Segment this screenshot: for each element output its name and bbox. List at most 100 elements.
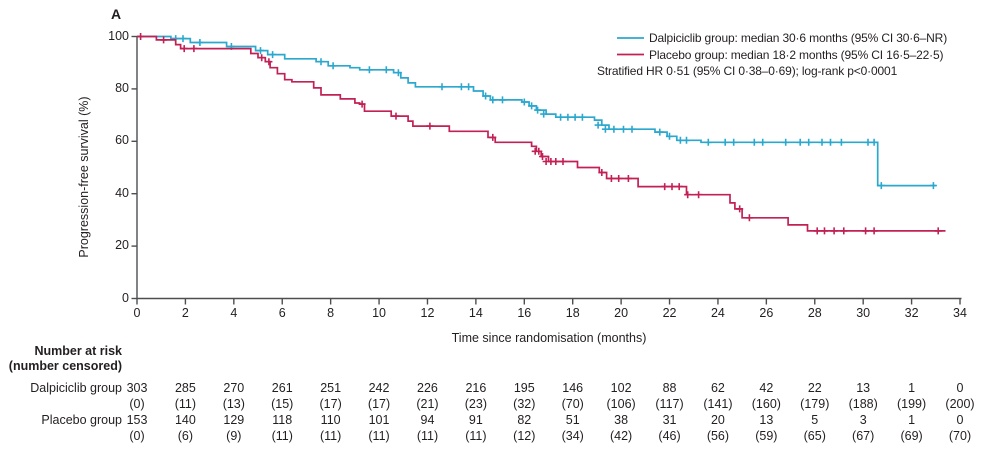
- x-tick-label: 28: [807, 306, 822, 320]
- censored-count-placebo: (69): [900, 429, 923, 443]
- risk-count-dalpiciclib: 242: [368, 381, 390, 395]
- censored-count-dalpiciclib: (15): [271, 397, 294, 411]
- x-tick-label: 8: [327, 306, 335, 320]
- risk-count-dalpiciclib: 285: [174, 381, 196, 395]
- censored-count-dalpiciclib: (200): [945, 397, 975, 411]
- risk-count-dalpiciclib: 62: [710, 381, 725, 395]
- legend-stratified-hr-note: Stratified HR 0·51 (95% CI 0·38–0·69); l…: [597, 64, 898, 78]
- risk-count-placebo: 5: [811, 413, 819, 427]
- censored-count-placebo: (11): [465, 429, 487, 443]
- censor-marks-placebo: [137, 33, 942, 235]
- risk-count-placebo: 31: [662, 413, 677, 427]
- x-tick-label: 22: [662, 306, 677, 320]
- risk-count-dalpiciclib: 261: [271, 381, 293, 395]
- risk-count-placebo: 1: [908, 413, 916, 427]
- risk-count-dalpiciclib: 251: [320, 381, 342, 395]
- censored-count-dalpiciclib: (0): [129, 397, 145, 411]
- censored-count-placebo: (67): [852, 429, 875, 443]
- x-tick-label: 30: [856, 306, 871, 320]
- censored-count-dalpiciclib: (179): [800, 397, 830, 411]
- censored-count-dalpiciclib: (141): [703, 397, 733, 411]
- x-tick-label: 26: [759, 306, 774, 320]
- risk-count-dalpiciclib: 22: [807, 381, 822, 395]
- x-tick-label: 24: [710, 306, 725, 320]
- x-tick-label: 20: [614, 306, 629, 320]
- censored-count-placebo: (11): [416, 429, 439, 443]
- risk-count-placebo: 118: [272, 413, 293, 427]
- x-tick-label: 32: [904, 306, 919, 320]
- censored-count-placebo: (11): [368, 429, 390, 443]
- y-tick-label: 20: [115, 238, 129, 253]
- risk-count-dalpiciclib: 13: [856, 381, 871, 395]
- censored-count-placebo: (34): [561, 429, 584, 443]
- risk-count-dalpiciclib: 303: [126, 381, 148, 395]
- censored-count-dalpiciclib: (160): [751, 397, 781, 411]
- risk-count-placebo: 20: [710, 413, 725, 427]
- censored-count-dalpiciclib: (70): [561, 397, 584, 411]
- risk-row-label-dalpiciclib: Dalpiciclib group: [30, 381, 122, 395]
- censored-count-dalpiciclib: (17): [367, 397, 391, 411]
- risk-count-placebo: 38: [614, 413, 629, 427]
- risk-count-placebo: 110: [320, 413, 341, 427]
- risk-count-placebo: 153: [126, 413, 148, 427]
- risk-row-label-placebo: Placebo group: [41, 413, 122, 427]
- risk-count-dalpiciclib: 1: [908, 381, 916, 395]
- risk-count-dalpiciclib: 226: [417, 381, 438, 395]
- risk-count-placebo: 13: [759, 413, 774, 427]
- x-tick-label: 4: [230, 306, 238, 320]
- risk-count-placebo: 94: [420, 413, 435, 427]
- censored-count-dalpiciclib: (188): [848, 397, 878, 411]
- censored-count-dalpiciclib: (32): [513, 397, 536, 411]
- y-tick-label: 100: [108, 28, 129, 43]
- y-tick-label: 80: [115, 80, 129, 95]
- risk-count-dalpiciclib: 88: [662, 381, 677, 395]
- x-axis-label: Time since randomisation (months): [451, 331, 647, 345]
- x-tick-label: 2: [181, 306, 189, 320]
- risk-table-header-line2: (number censored): [8, 359, 122, 373]
- censored-count-dalpiciclib: (21): [416, 397, 439, 411]
- censor-marks-dalpiciclib: [172, 35, 937, 190]
- x-tick-label: 14: [468, 306, 483, 320]
- censored-count-dalpiciclib: (106): [606, 397, 636, 411]
- x-tick-label: 16: [517, 306, 532, 320]
- risk-count-dalpiciclib: 42: [759, 381, 774, 395]
- censored-count-placebo: (65): [803, 429, 826, 443]
- x-tick-label: 12: [420, 306, 435, 320]
- censored-count-placebo: (12): [513, 429, 536, 443]
- censored-count-placebo: (9): [226, 429, 242, 443]
- risk-count-dalpiciclib: 270: [223, 381, 245, 395]
- risk-count-dalpiciclib: 0: [956, 381, 964, 395]
- legend-item-placebo: Placebo group: median 18·2 months (95% C…: [649, 48, 944, 62]
- censored-count-placebo: (56): [706, 429, 730, 443]
- risk-count-dalpiciclib: 216: [465, 381, 487, 395]
- x-tick-label: 34: [953, 306, 967, 320]
- censored-count-placebo: (59): [755, 429, 778, 443]
- censored-count-placebo: (42): [609, 429, 633, 443]
- x-tick-label: 18: [565, 306, 580, 320]
- risk-count-placebo: 129: [223, 413, 245, 427]
- y-tick-label: 60: [115, 133, 129, 148]
- panel-label: A: [111, 6, 122, 22]
- risk-count-dalpiciclib: 146: [562, 381, 584, 395]
- risk-count-placebo: 0: [956, 413, 964, 427]
- x-tick-label: 10: [372, 306, 386, 320]
- risk-count-placebo: 91: [468, 413, 483, 427]
- censored-count-dalpiciclib: (17): [319, 397, 342, 411]
- censored-count-dalpiciclib: (23): [464, 397, 487, 411]
- y-tick-label: 40: [115, 185, 129, 200]
- risk-count-dalpiciclib: 102: [610, 381, 632, 395]
- censored-count-placebo: (46): [658, 429, 681, 443]
- censored-count-placebo: (11): [271, 429, 293, 443]
- censored-count-placebo: (11): [319, 429, 342, 443]
- censored-count-dalpiciclib: (11): [174, 397, 197, 411]
- censored-count-placebo: (0): [129, 429, 145, 443]
- risk-count-dalpiciclib: 195: [513, 381, 535, 395]
- risk-count-placebo: 140: [174, 413, 196, 427]
- y-axis-label: Progression-free survival (%): [77, 96, 91, 258]
- x-tick-label: 6: [278, 306, 286, 320]
- y-tick-label: 0: [122, 290, 129, 305]
- risk-count-placebo: 82: [517, 413, 532, 427]
- risk-count-placebo: 51: [565, 413, 580, 427]
- x-tick-label: 0: [133, 306, 141, 320]
